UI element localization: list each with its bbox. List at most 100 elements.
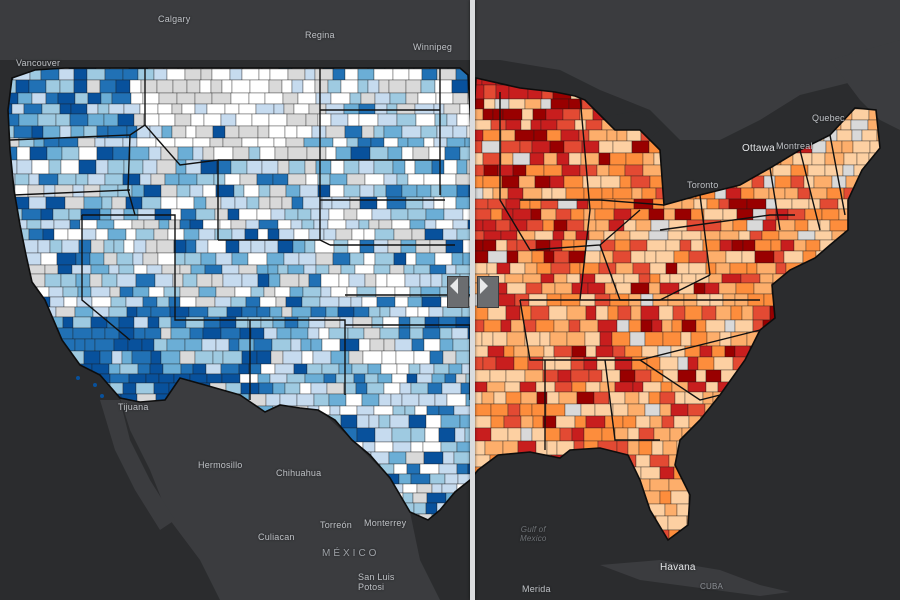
county-cell [337,306,355,318]
county-cell [274,363,295,375]
county-cell [156,79,174,94]
county-cell [230,296,247,308]
county-cell [659,273,671,284]
place-label: Winnipeg [413,42,453,52]
county-cell [90,264,110,275]
county-cell [304,239,316,254]
county-cell [442,306,463,318]
county-cell [398,316,411,329]
county-cell [256,264,269,275]
county-cell [356,208,373,221]
county-cell [49,239,63,254]
county-cell [348,350,364,365]
county-cell [123,103,141,115]
county-cell [327,219,347,230]
county-cell [343,184,361,198]
county-cell [442,350,457,365]
swipe-right-button[interactable] [477,276,499,308]
swipe-divider[interactable] [470,0,475,600]
county-cell [268,273,281,288]
county-cell [439,327,453,340]
county-cell [57,173,77,186]
county-cell [284,208,299,221]
county-cell [123,239,135,254]
county-cell [674,208,692,221]
county-cell [411,228,426,241]
county-cell [540,119,558,131]
county-cell [661,415,675,429]
county-cell [16,159,33,175]
county-cell [595,345,614,358]
county-cell [338,296,352,308]
county-cell [486,381,506,393]
county-cell [673,250,690,264]
county-cell [54,184,74,198]
county-cell [642,152,655,166]
county-cell [160,196,178,210]
county-cell [356,427,376,443]
county-cell [115,79,131,94]
county-cell [513,356,529,371]
place-label: CUBA [700,582,724,591]
county-cell [594,208,615,221]
county-cell [279,273,300,288]
county-cell [141,196,162,210]
county-cell [662,331,682,347]
county-cell [339,405,358,416]
county-cell [440,184,458,198]
county-cell [482,219,497,232]
county-cell [389,92,407,105]
county-cell [311,125,327,139]
county-cell [861,129,878,142]
county-cell [44,264,59,275]
county-cell [264,92,284,105]
county-cell [386,273,406,288]
county-cell [659,391,676,405]
county-cell [293,228,310,241]
canada-land [0,0,900,140]
county-cell [423,173,441,186]
county-cell [704,282,720,295]
county-cell [851,129,863,142]
county-cell [308,103,327,115]
county-cell [179,219,191,230]
county-cell [506,282,527,295]
county-cell [313,393,330,407]
county-cell [612,345,626,358]
county-cell [225,239,240,254]
county-cell [359,184,375,198]
county-cell [340,414,358,429]
county-cell [269,68,289,81]
county-cell [304,68,316,81]
county-cell [629,230,650,241]
county-cell [74,92,89,105]
county-cell [239,173,258,186]
county-cell [112,146,131,161]
county-cell [746,262,758,275]
county-cell [232,146,250,161]
county-cell [443,103,461,115]
county-cell [41,103,61,115]
county-cell [215,286,236,298]
county-cell [235,113,253,127]
county-cell [435,219,454,230]
county-cell [289,286,304,298]
county-cell [81,228,97,241]
county-cell [502,108,523,121]
place-label: Monterrey [364,518,407,528]
county-cell [500,152,514,166]
county-cell [136,137,157,148]
county-cell [417,92,437,105]
county-cell [677,369,697,383]
county-cell [194,350,214,365]
county-cell [483,319,502,333]
county-cell [128,373,147,384]
swipe-left-button[interactable] [447,276,469,308]
county-cell [445,264,457,275]
county-cell [773,250,785,264]
county-cell [332,252,351,266]
county-cell [305,113,319,127]
county-cell [61,239,80,254]
county-cell [274,146,289,161]
